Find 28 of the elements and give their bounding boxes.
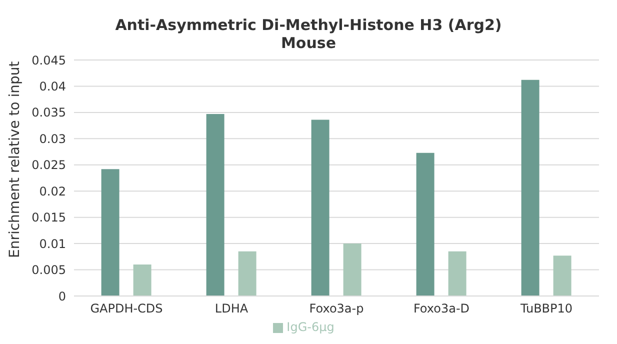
y-tick-label: 0.01 — [39, 236, 66, 251]
bar — [448, 251, 466, 296]
legend-label: IgG-6μg — [286, 320, 334, 334]
y-tick-label: 0.04 — [39, 79, 66, 94]
bar — [206, 114, 224, 296]
bar — [343, 244, 362, 296]
bar — [101, 169, 120, 296]
y-tick-label: 0.035 — [32, 106, 66, 120]
bar — [238, 251, 256, 296]
x-tick-label: Foxo3a-D — [413, 302, 470, 316]
bar — [133, 264, 152, 296]
x-tick-label: Foxo3a-p — [309, 302, 364, 316]
bar — [521, 80, 540, 296]
x-tick-label: TuBBP10 — [519, 302, 573, 316]
y-tick-label: 0.015 — [32, 210, 66, 225]
y-tick-label: 0 — [58, 289, 66, 304]
y-axis-title: Enrichment relative to input — [6, 60, 23, 258]
chart-title: Anti-Asymmetric Di-Methyl-Histone H3 (Arg2) Mouse — [114, 16, 503, 52]
y-tick-label: 0.02 — [39, 184, 66, 198]
y-tick-label: 0.025 — [32, 158, 66, 172]
y-tick-label: 0.03 — [39, 132, 66, 146]
bar — [416, 152, 434, 296]
bar — [553, 256, 572, 296]
x-tick-label: LDHA — [214, 302, 249, 316]
x-tick-label: GAPDH-CDS — [90, 302, 163, 316]
bar — [311, 120, 330, 296]
y-tick-label: 0.005 — [32, 263, 66, 278]
y-tick-label: 0.045 — [32, 53, 66, 68]
